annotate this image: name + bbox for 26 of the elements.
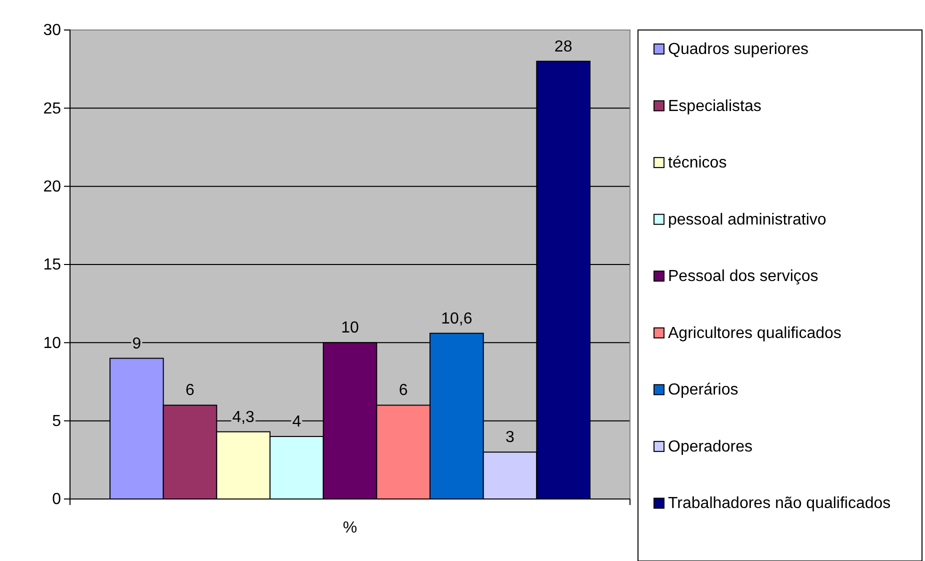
y-tick-label: 25 — [43, 100, 62, 118]
x-tick-label: % — [342, 519, 358, 536]
legend-label: pessoal administrativo — [668, 211, 826, 228]
legend-label: Quadros superiores — [668, 41, 809, 58]
legend-label: Trabalhadores não qualificados — [668, 495, 891, 512]
y-tick-label: 30 — [43, 22, 62, 40]
data-label: 4,3 — [232, 408, 255, 426]
y-tick-label: 20 — [43, 178, 62, 196]
data-label: 10,6 — [441, 310, 472, 328]
y-tick-label: 0 — [52, 491, 62, 508]
legend-label: Agricultores qualificados — [668, 324, 842, 342]
data-label: 6 — [398, 382, 408, 400]
data-label: 4 — [292, 413, 302, 430]
data-label: 3 — [506, 429, 515, 446]
data-label: 28 — [554, 38, 572, 56]
y-tick-label: 15 — [43, 256, 62, 274]
y-tick-label: 5 — [52, 412, 62, 430]
data-label: 10 — [341, 320, 359, 337]
data-label: 6 — [186, 382, 195, 400]
data-label: 9 — [132, 335, 142, 352]
legend-label: técnicos — [668, 154, 727, 172]
legend-label: Operadores — [668, 438, 752, 456]
legend-label: Pessoal dos serviços — [668, 268, 818, 286]
legend-label: Especialistas — [668, 98, 762, 115]
legend-label: Operários — [668, 382, 738, 399]
y-tick-label: 10 — [43, 334, 62, 352]
